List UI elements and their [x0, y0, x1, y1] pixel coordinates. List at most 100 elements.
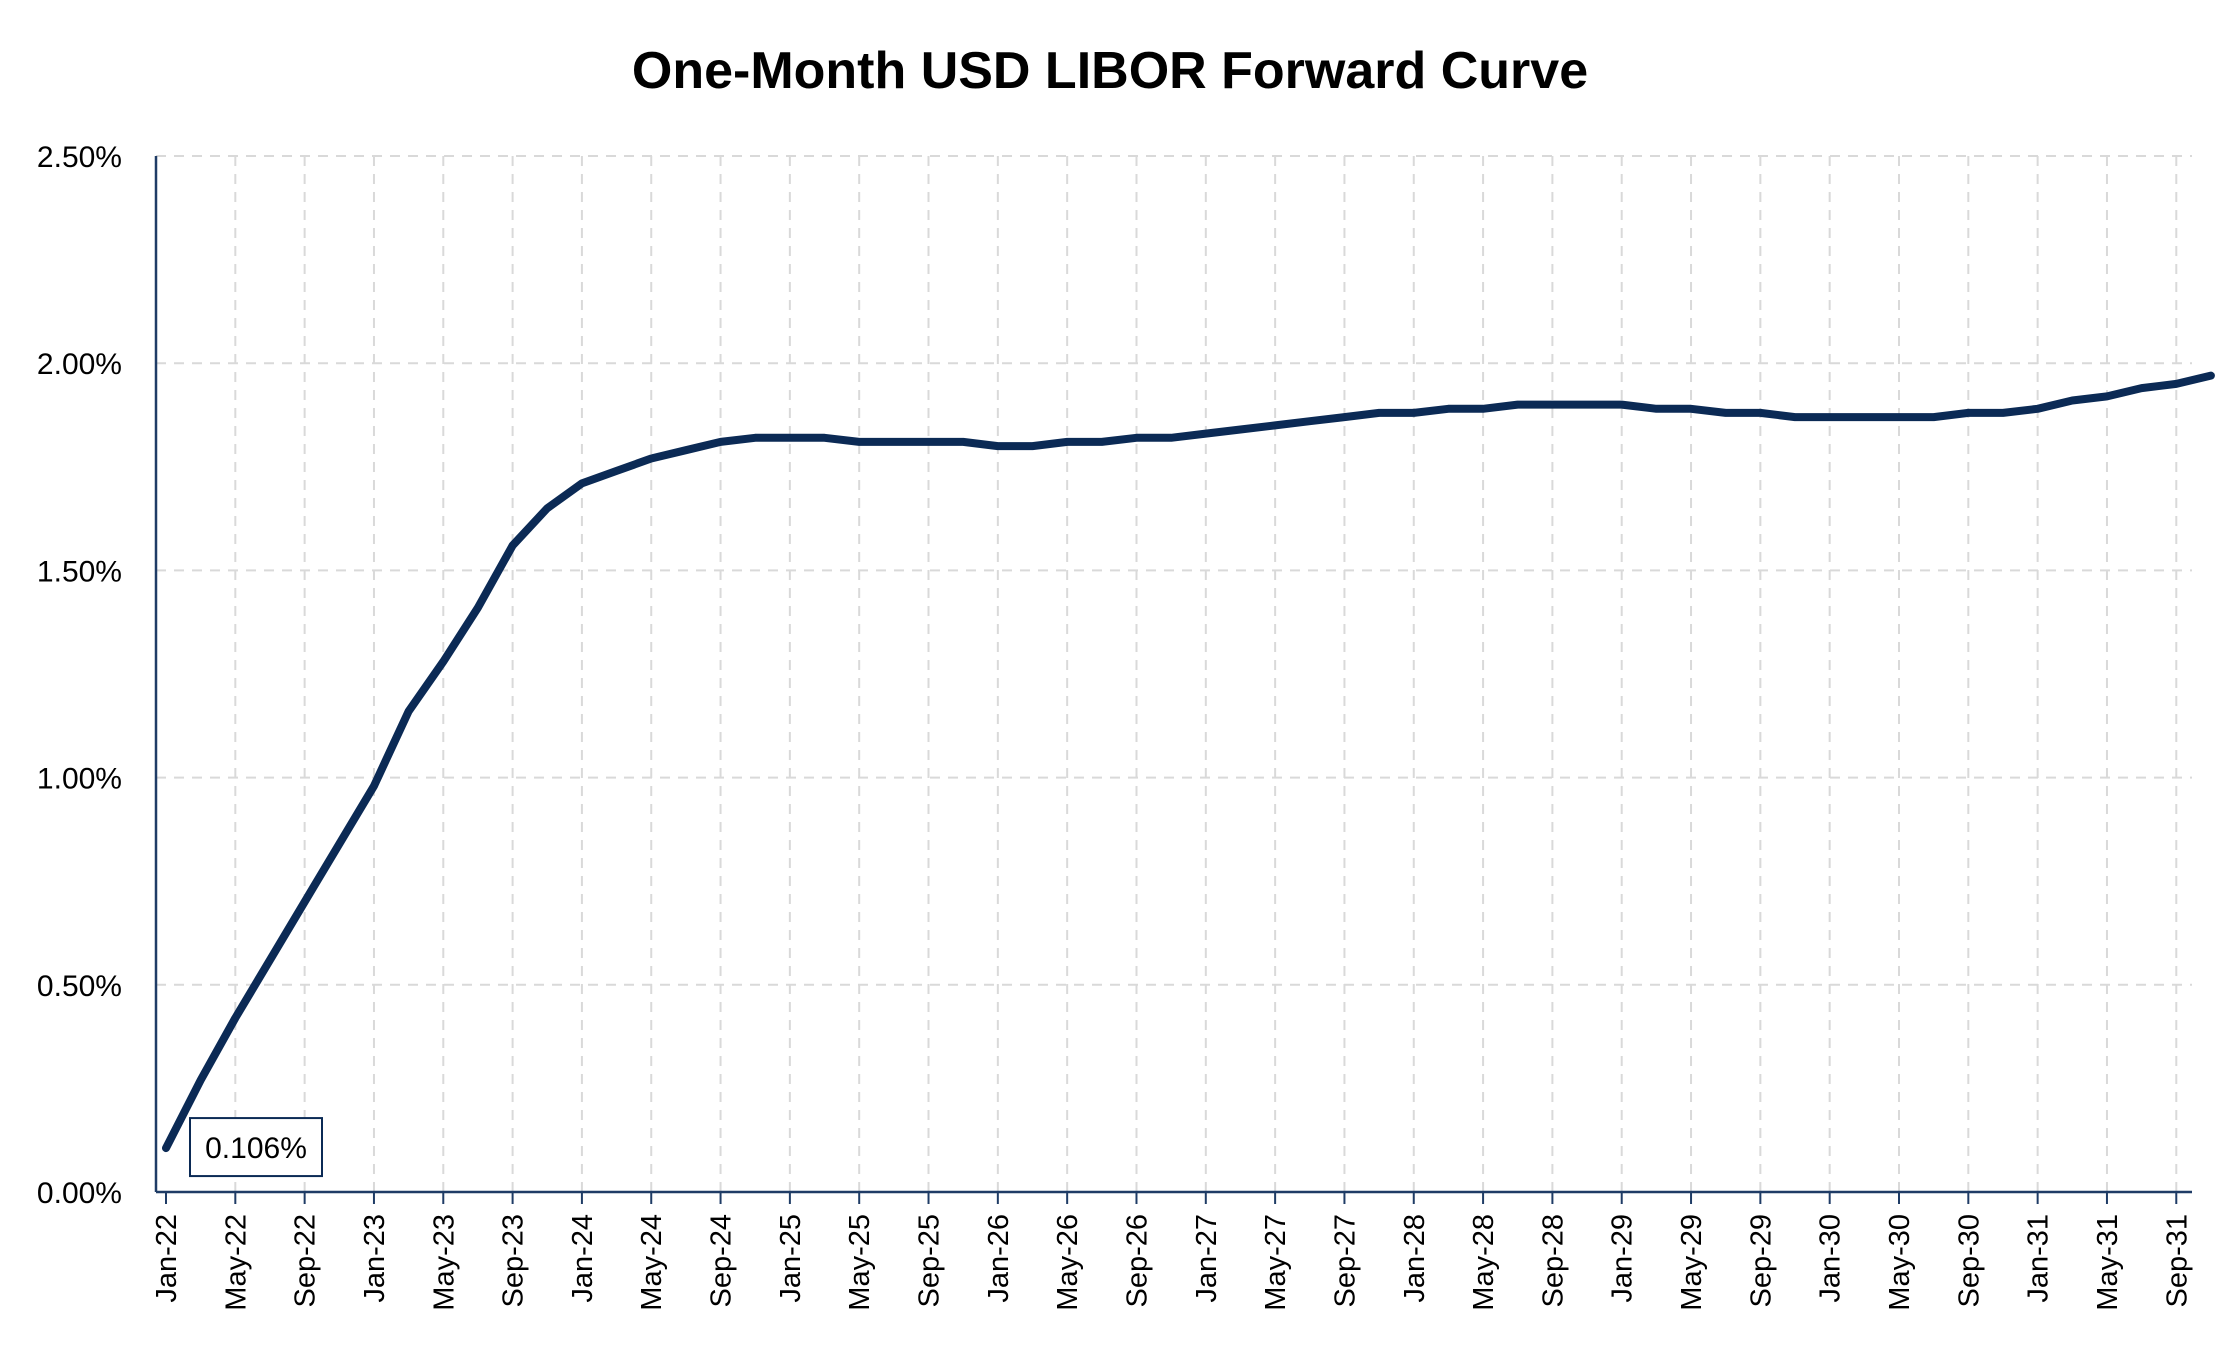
y-tick-label: 2.50% [37, 141, 122, 174]
x-tick-label: Sep-29 [1745, 1214, 1777, 1308]
annotation: 0.106% [189, 1117, 323, 1178]
data-point [1899, 417, 1900, 418]
y-axis-ticks: 0.00% 0.50% 1.00% 1.50% 2.00% 2.50% [37, 141, 122, 1210]
x-tick-label: May-24 [636, 1214, 668, 1311]
y-tick-label: 1.00% [37, 763, 122, 796]
data-point [963, 441, 964, 442]
x-tick-label: May-22 [220, 1214, 252, 1311]
data-point [2141, 388, 2142, 389]
data-point [997, 446, 998, 447]
data-point [1309, 421, 1310, 422]
x-tick-label: May-30 [1884, 1214, 1916, 1311]
data-point [547, 508, 548, 509]
data-point [1275, 425, 1276, 426]
data-point [304, 901, 305, 902]
data-point [2003, 412, 2004, 413]
axes [154, 156, 2192, 1204]
data-point [2037, 408, 2038, 409]
x-tick-label: Jan-30 [1815, 1214, 1847, 1303]
data-point [616, 470, 617, 471]
data-point [1725, 412, 1726, 413]
data-point [1240, 429, 1241, 430]
x-tick-label: May-27 [1260, 1214, 1292, 1311]
x-tick-label: Jan-29 [1607, 1214, 1639, 1303]
data-point [893, 441, 894, 442]
x-tick-label: Sep-27 [1329, 1214, 1361, 1308]
data-point [374, 785, 375, 786]
x-tick-label: Jan-26 [983, 1214, 1015, 1303]
data-point [1864, 417, 1865, 418]
data-point [2176, 383, 2177, 384]
x-tick-label: Sep-30 [1953, 1214, 1985, 1308]
x-tick-label: Jan-28 [1399, 1214, 1431, 1303]
x-tick-label: Jan-24 [567, 1214, 599, 1303]
data-point [1829, 417, 1830, 418]
data-point [270, 959, 271, 960]
data-point [1691, 408, 1692, 409]
data-point [443, 661, 444, 662]
data-point [2210, 375, 2211, 376]
x-tick-label: Sep-26 [1121, 1214, 1153, 1308]
y-tick-label: 1.50% [37, 555, 122, 588]
data-point [2072, 400, 2073, 401]
data-point [789, 437, 790, 438]
data-point [1344, 417, 1345, 418]
data-point [408, 711, 409, 712]
y-tick-label: 0.50% [37, 970, 122, 1003]
series-layer [162, 371, 2215, 1153]
data-point [720, 441, 721, 442]
chart-title: One-Month USD LIBOR Forward Curve [632, 42, 1588, 100]
data-label-box [189, 1117, 323, 1178]
x-tick-label: May-31 [2092, 1214, 2124, 1311]
data-point [1587, 404, 1588, 405]
data-point [755, 437, 756, 438]
data-point [1795, 417, 1796, 418]
data-point [1032, 446, 1033, 447]
x-tick-label: Jan-27 [1191, 1214, 1223, 1303]
x-tick-label: May-26 [1052, 1214, 1084, 1311]
x-tick-label: Sep-25 [914, 1214, 946, 1308]
data-point [339, 843, 340, 844]
x-tick-label: Jan-23 [359, 1214, 391, 1303]
data-point [1760, 412, 1761, 413]
data-point [1552, 404, 1553, 405]
data-point [651, 458, 652, 459]
data-point [1517, 404, 1518, 405]
data-point [1448, 408, 1449, 409]
data-point [685, 450, 686, 451]
data-point [1379, 412, 1380, 413]
data-point [1933, 417, 1934, 418]
x-tick-label: Sep-24 [706, 1214, 738, 1308]
data-point [166, 1148, 167, 1149]
x-tick-label: May-25 [844, 1214, 876, 1311]
data-point [477, 607, 478, 608]
x-tick-label: Sep-31 [2161, 1214, 2193, 1308]
x-tick-label: Jan-25 [775, 1214, 807, 1303]
data-point [1656, 408, 1657, 409]
gridlines [156, 155, 2192, 1192]
data-point [1101, 441, 1102, 442]
data-point [1413, 412, 1414, 413]
data-point [1621, 404, 1622, 405]
data-point [581, 483, 582, 484]
x-tick-label: May-29 [1676, 1214, 1708, 1311]
x-axis-ticks: Jan-22 May-22 Sep-22 Jan-23 May-23 Sep-23 Jan-… [151, 1214, 2193, 1311]
data-point [1968, 412, 1969, 413]
x-tick-label: Sep-23 [498, 1214, 530, 1308]
data-point [1205, 433, 1206, 434]
data-label: 0.106% [205, 1132, 307, 1165]
data-point [512, 545, 513, 546]
data-point [1067, 441, 1068, 442]
data-point [928, 441, 929, 442]
y-tick-label: 2.00% [37, 348, 122, 381]
data-point [2107, 396, 2108, 397]
data-point [200, 1080, 201, 1081]
series-line [162, 371, 2215, 1153]
x-tick-label: May-23 [428, 1214, 460, 1311]
x-tick-label: Sep-22 [290, 1214, 322, 1308]
x-tick-label: Jan-22 [151, 1214, 183, 1303]
data-point [824, 437, 825, 438]
x-tick-label: Sep-28 [1537, 1214, 1569, 1308]
